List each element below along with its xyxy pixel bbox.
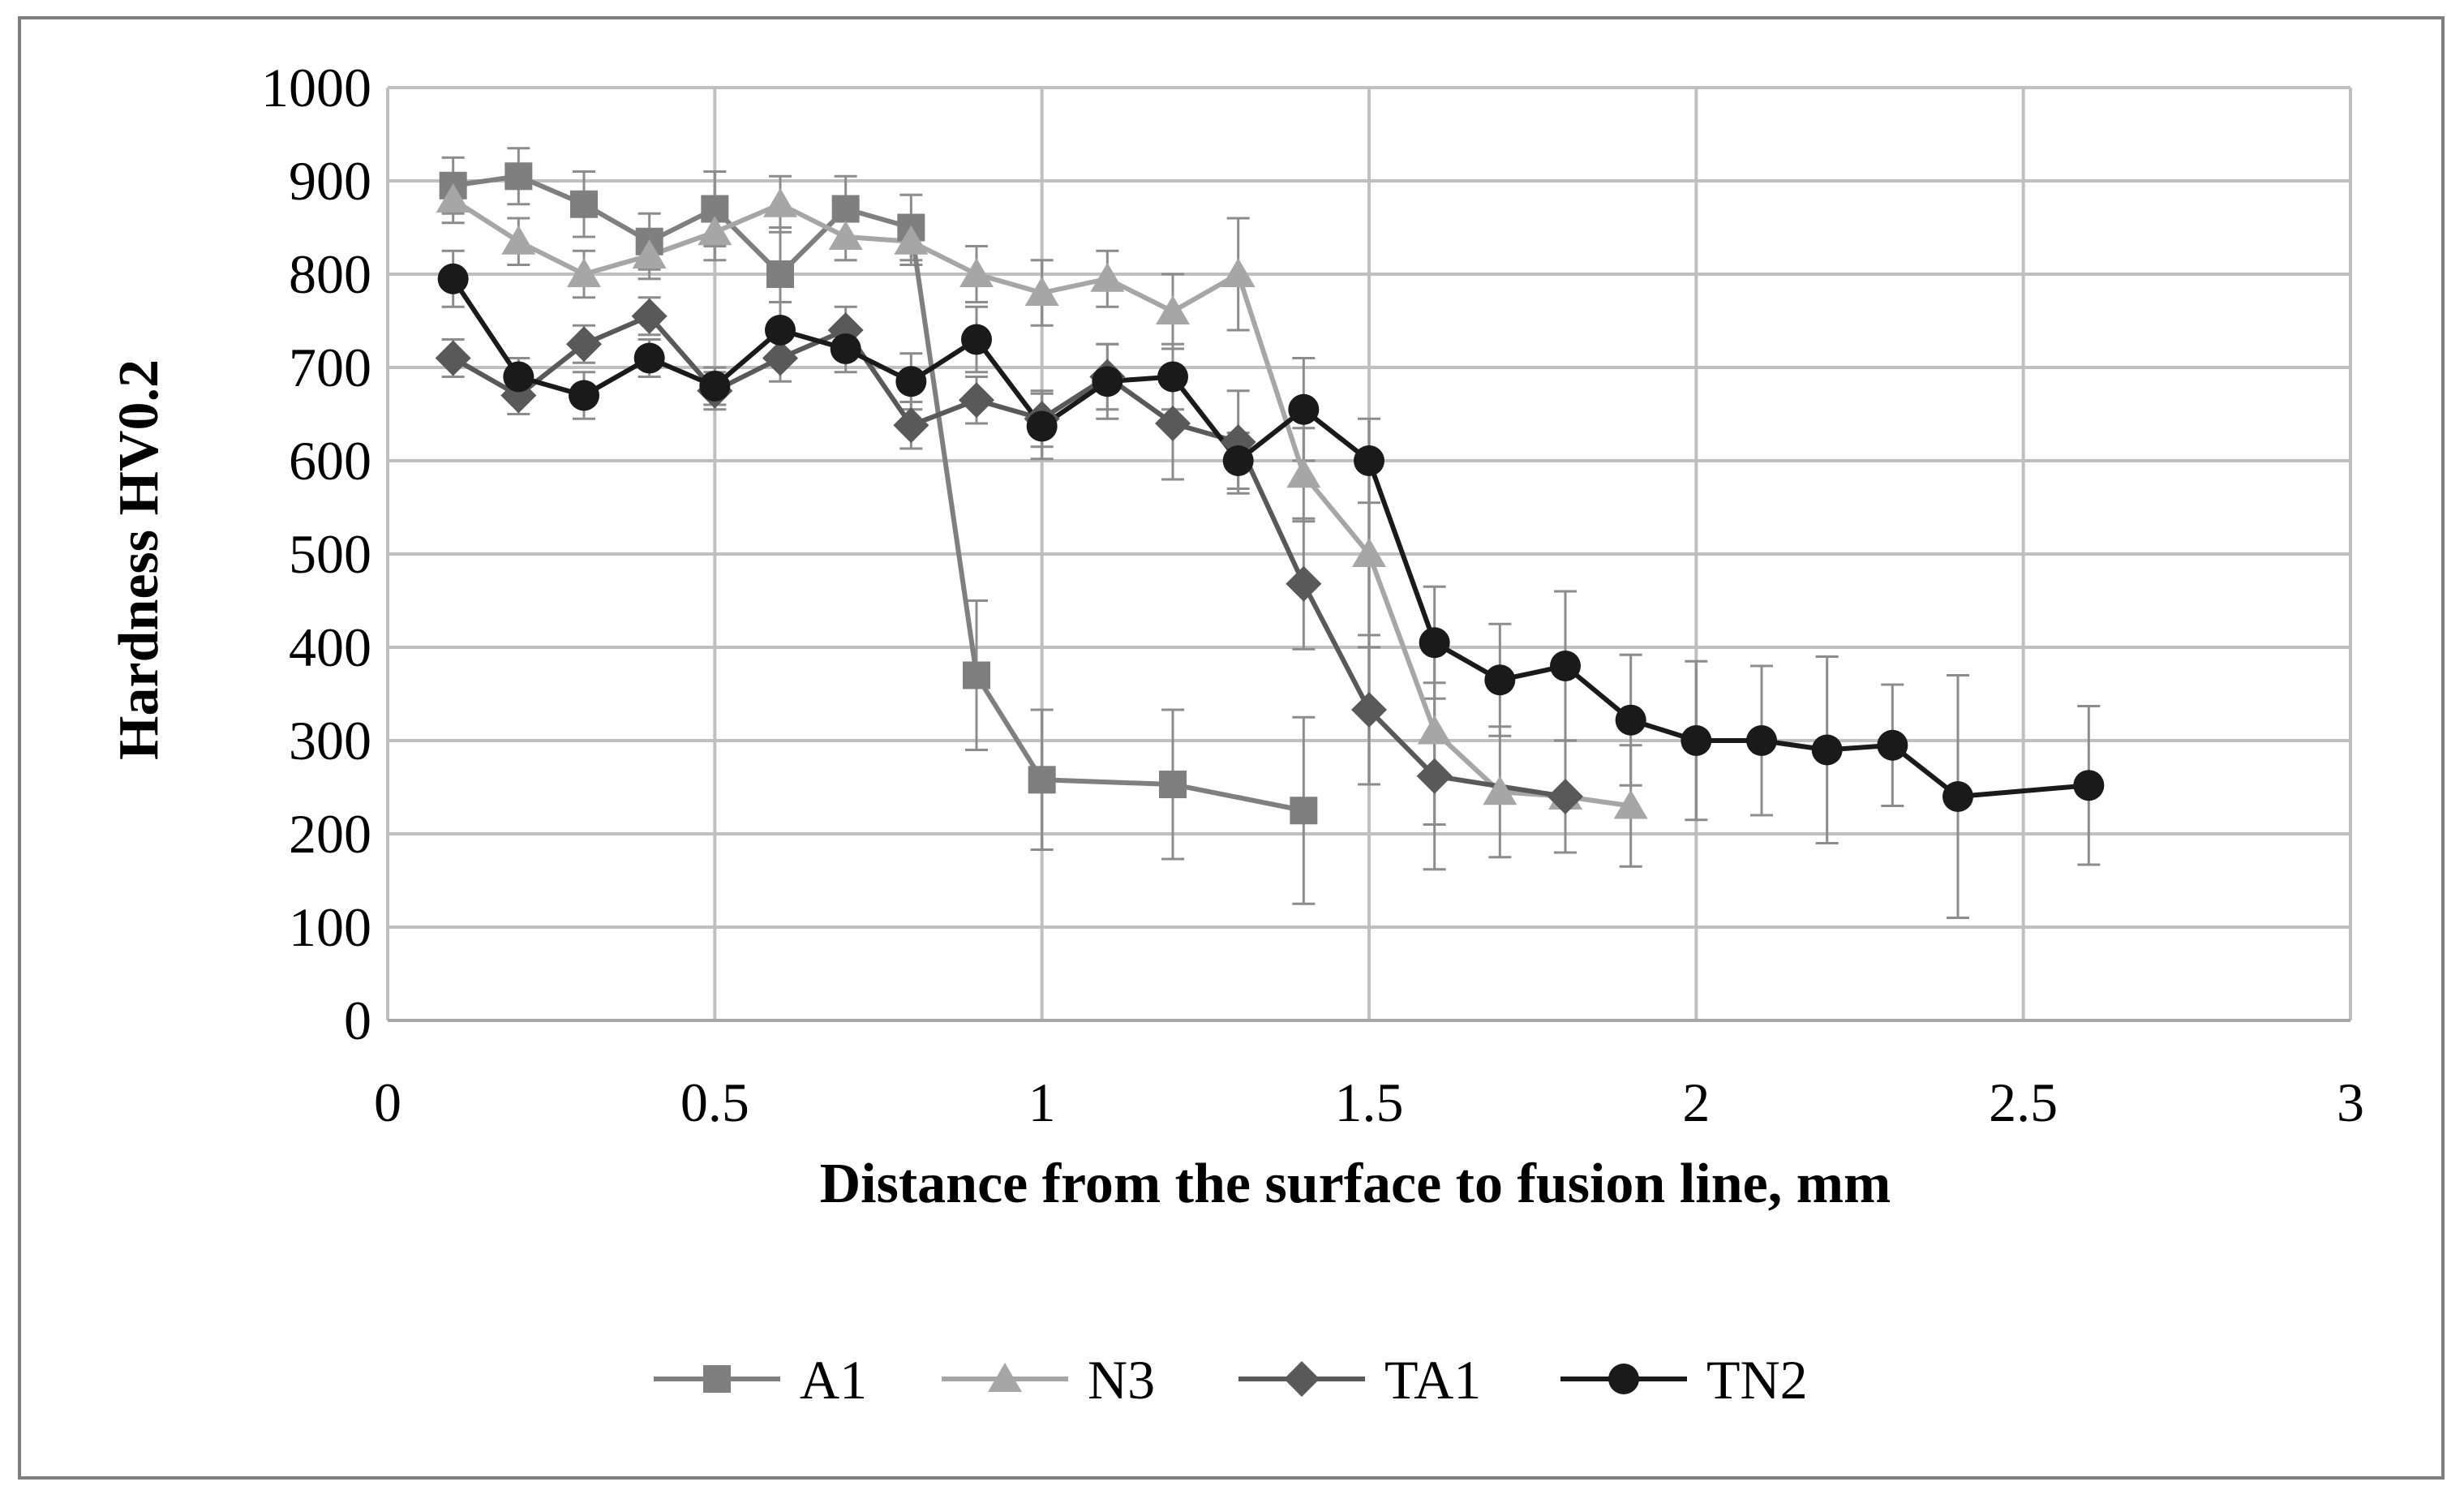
- y-tick-label: 400: [289, 616, 371, 678]
- data-point-n3: [1483, 775, 1517, 805]
- data-point-n3: [894, 225, 929, 255]
- data-point-ta1: [1416, 758, 1453, 794]
- data-point-tn2: [1484, 664, 1516, 696]
- x-tick-label: 1: [1028, 1072, 1056, 1133]
- data-point-n3: [1024, 277, 1059, 306]
- data-point-tn2: [1026, 410, 1058, 442]
- data-point-ta1: [959, 382, 994, 419]
- data-point-a1: [1290, 797, 1318, 825]
- data-point-a1: [570, 190, 598, 218]
- data-point-n3: [763, 187, 797, 217]
- data-point-n3: [1221, 258, 1256, 287]
- y-tick-label: 900: [289, 150, 371, 212]
- y-tick-label: 700: [289, 337, 371, 398]
- data-point-tn2: [437, 263, 469, 294]
- tick-labels: 0 100 200 300 400 500 600 700 800 900 1000 0 0.5 1 1.5…: [261, 57, 2364, 1133]
- legend-marker-n3: [988, 1363, 1022, 1392]
- x-axis-title: Distance from the surface to fusion line…: [820, 1153, 1891, 1215]
- y-tick-label: 300: [289, 710, 371, 771]
- data-point-n3: [1417, 715, 1452, 745]
- y-axis-title: Hardness HV0.2: [108, 359, 170, 760]
- series-line-tn2: [451, 277, 2089, 799]
- data-point-a1: [963, 661, 990, 689]
- legend-marker-ta1: [1284, 1361, 1320, 1397]
- data-point-tn2: [1681, 725, 1712, 756]
- data-point-tn2: [895, 366, 927, 397]
- legend: A1 N3 TA1 TN2: [654, 1349, 1808, 1411]
- y-tick-label: 600: [289, 430, 371, 492]
- series-markers: [435, 162, 2105, 825]
- legend-label-a1: A1: [800, 1349, 867, 1411]
- data-point-n3: [632, 239, 667, 268]
- data-point-tn2: [503, 361, 534, 393]
- data-point-ta1: [1351, 692, 1387, 728]
- data-point-n3: [1286, 458, 1321, 488]
- data-point-ta1: [893, 407, 929, 444]
- x-tick-label: 2: [1682, 1072, 1710, 1133]
- data-point-ta1: [1548, 779, 1583, 814]
- data-point-n3: [1352, 538, 1386, 567]
- y-tick-label: 500: [289, 523, 371, 585]
- data-point-n3: [828, 221, 863, 250]
- legend-label-n3: N3: [1088, 1349, 1155, 1411]
- data-point-tn2: [1746, 725, 1777, 756]
- data-point-tn2: [765, 315, 796, 346]
- legend-marker-tn2: [1608, 1364, 1639, 1394]
- y-tick-label: 800: [289, 243, 371, 305]
- legend-marker-a1: [703, 1365, 731, 1393]
- data-point-tn2: [1222, 445, 1254, 476]
- y-tick-label: 0: [344, 990, 371, 1051]
- data-point-tn2: [1354, 445, 1384, 476]
- data-point-tn2: [961, 324, 992, 355]
- data-point-tn2: [1419, 627, 1450, 659]
- data-point-ta1: [1155, 406, 1191, 441]
- data-point-a1: [1159, 771, 1187, 799]
- y-tick-label: 200: [289, 803, 371, 865]
- data-point-a1: [831, 195, 860, 223]
- data-point-tn2: [1811, 734, 1843, 766]
- data-point-n3: [567, 258, 601, 287]
- series-lines: [451, 174, 2089, 814]
- data-point-ta1: [566, 326, 602, 363]
- data-point-tn2: [1288, 393, 1320, 425]
- data-point-a1: [1028, 766, 1056, 794]
- data-point-tn2: [1942, 781, 1973, 812]
- x-tick-label: 2.5: [1989, 1072, 2058, 1133]
- x-tick-label: 1.5: [1335, 1072, 1404, 1133]
- data-point-n3: [436, 183, 470, 213]
- x-tick-label: 0: [374, 1072, 401, 1133]
- data-point-tn2: [1615, 704, 1646, 736]
- data-point-ta1: [435, 340, 471, 376]
- data-point-tn2: [633, 342, 665, 374]
- x-tick-label: 3: [2337, 1072, 2364, 1133]
- x-tick-label: 0.5: [680, 1072, 749, 1133]
- data-point-a1: [766, 260, 794, 288]
- data-point-n3: [698, 216, 732, 246]
- data-point-ta1: [1286, 565, 1322, 602]
- data-point-tn2: [699, 371, 731, 402]
- y-tick-label: 1000: [261, 57, 371, 118]
- data-point-n3: [1613, 789, 1648, 819]
- data-point-a1: [504, 162, 533, 191]
- data-point-n3: [1090, 262, 1125, 292]
- data-point-ta1: [762, 340, 798, 376]
- data-point-tn2: [569, 380, 599, 411]
- data-point-ta1: [631, 298, 668, 334]
- data-point-n3: [501, 225, 536, 255]
- data-point-tn2: [1550, 651, 1581, 681]
- chart-frame: [18, 16, 2445, 1480]
- data-point-tn2: [1877, 729, 1908, 761]
- data-point-n3: [1156, 295, 1190, 324]
- legend-label-ta1: TA1: [1384, 1349, 1481, 1411]
- data-point-tn2: [830, 333, 861, 364]
- legend-label-tn2: TN2: [1706, 1349, 1808, 1411]
- data-point-tn2: [1157, 361, 1188, 393]
- y-tick-label: 100: [289, 896, 371, 958]
- data-point-n3: [959, 258, 994, 287]
- data-point-tn2: [1092, 366, 1123, 397]
- data-point-tn2: [2073, 770, 2105, 801]
